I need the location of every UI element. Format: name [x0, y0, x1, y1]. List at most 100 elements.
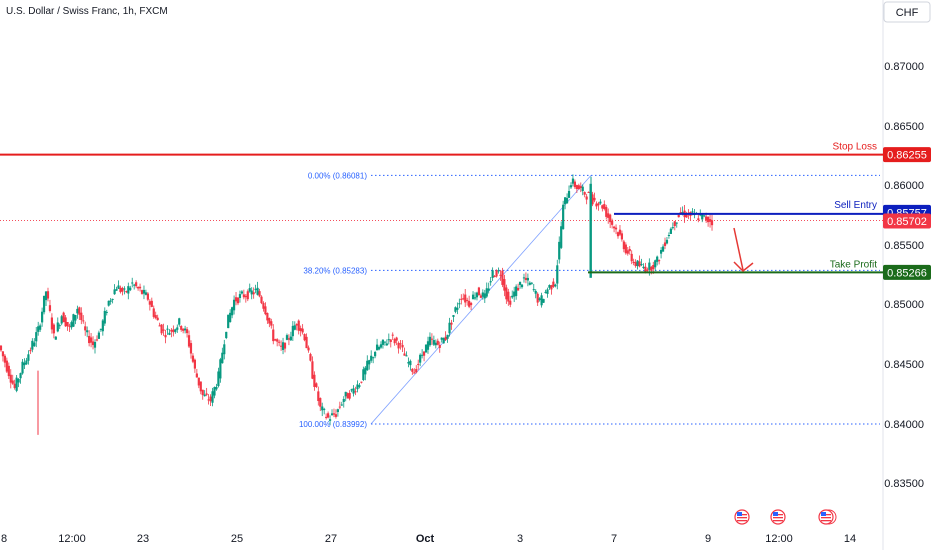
candle-body	[84, 326, 87, 331]
candle-body	[336, 409, 339, 413]
take-profit-label: Take Profit	[830, 259, 877, 270]
candle-body	[661, 246, 665, 252]
current-price: 0.85702	[887, 216, 927, 228]
candle-body	[573, 181, 577, 188]
candle-body	[587, 191, 590, 193]
candle-body	[424, 344, 428, 353]
candle-body	[710, 220, 714, 226]
candle-body	[70, 322, 73, 328]
candle-body	[656, 256, 659, 262]
candle-body	[25, 360, 28, 365]
x-tick-label: 7	[611, 533, 617, 545]
candle-body	[209, 396, 212, 402]
candle-body	[354, 391, 357, 393]
y-axis[interactable]: 0.87000 0.86500 0.86000 0.85500 0.85000 …	[884, 61, 924, 490]
candle-body	[107, 300, 110, 306]
candle-body	[609, 214, 612, 223]
candle-body	[605, 206, 608, 217]
candle-body	[477, 287, 481, 295]
candle-body	[270, 321, 273, 326]
candle-body	[11, 380, 14, 384]
candle-body	[501, 270, 504, 285]
candle-body	[215, 386, 218, 390]
take-profit-level[interactable]: Take Profit	[588, 259, 883, 274]
candle-body	[76, 308, 79, 314]
candle-body	[489, 281, 492, 283]
candle-body	[393, 339, 396, 344]
candle-body	[266, 313, 269, 321]
candle-body	[74, 315, 77, 321]
candle-body	[640, 264, 643, 266]
candle-body	[140, 290, 144, 294]
candle-body	[319, 397, 322, 407]
candle-body	[313, 374, 316, 387]
candle-body	[495, 270, 498, 277]
price-tags: 0.86255 0.85757 0.85702 0.85266	[883, 147, 931, 280]
candle-body	[487, 288, 490, 291]
candle-body	[97, 332, 101, 339]
candle-body	[663, 242, 667, 246]
candle-body	[419, 354, 422, 363]
candle-body	[260, 296, 263, 304]
candle-body	[219, 359, 222, 379]
us-flag-group-icon[interactable]	[818, 509, 837, 525]
candle-body	[624, 244, 627, 254]
stop-loss-label: Stop Loss	[833, 142, 877, 153]
candle-body	[176, 327, 179, 330]
candle-body	[366, 360, 369, 371]
candle-body	[248, 288, 251, 292]
candle-body	[56, 322, 59, 332]
candle-body	[405, 355, 408, 357]
x-axis[interactable]: 8 12:00 23 25 27 Oct 3 7 9 12:00 14	[1, 533, 856, 545]
candle-body	[338, 406, 341, 408]
currency-badge[interactable]	[883, 1, 931, 23]
candle-body	[278, 341, 281, 343]
candle-body	[454, 307, 457, 312]
candle-body	[556, 265, 559, 284]
candle-body	[33, 342, 36, 347]
candle-body	[58, 325, 61, 327]
candle-body	[685, 214, 688, 218]
candle-body	[707, 216, 710, 223]
stop-loss-level[interactable]: Stop Loss	[0, 142, 883, 156]
candle-body	[62, 312, 65, 323]
candle-body	[571, 178, 575, 184]
candle-body	[301, 328, 304, 333]
candle-body	[323, 408, 326, 410]
sell-entry-level[interactable]: Sell Entry	[614, 200, 883, 215]
candle-body	[471, 294, 475, 300]
candle-body	[381, 339, 385, 345]
candle-body	[505, 287, 508, 300]
candle-body	[460, 298, 463, 300]
candle-body	[330, 413, 334, 416]
candle-body	[374, 352, 377, 357]
candle-body	[481, 292, 484, 297]
candle-body	[560, 226, 563, 248]
candle-body	[601, 205, 604, 209]
candle-body	[78, 307, 81, 315]
candle-body	[368, 360, 371, 365]
candle-body	[39, 325, 42, 330]
us-flag-icon[interactable]	[734, 509, 750, 525]
candle-body	[499, 274, 502, 276]
candle-body	[199, 381, 202, 392]
candlestick-series[interactable]	[0, 174, 714, 435]
candle-body	[240, 291, 244, 294]
fibonacci-retracement[interactable]: 0.00% (0.86081) 38.20% (0.85283) 100.00%…	[299, 171, 880, 429]
candle-body	[46, 291, 50, 299]
candle-body	[579, 186, 582, 189]
candle-body	[225, 331, 228, 339]
candle-body	[80, 312, 83, 321]
us-flag-icon[interactable]	[770, 509, 786, 525]
fib-trend-line	[370, 175, 592, 425]
candle-body	[48, 305, 52, 311]
y-tick-label: 0.85500	[884, 240, 924, 252]
candle-body	[509, 300, 512, 305]
candle-body	[391, 334, 394, 336]
candle-body	[21, 361, 24, 374]
candle-body	[123, 288, 126, 290]
candle-body	[646, 269, 649, 271]
candle-body	[50, 317, 54, 330]
candle-body	[285, 335, 289, 340]
